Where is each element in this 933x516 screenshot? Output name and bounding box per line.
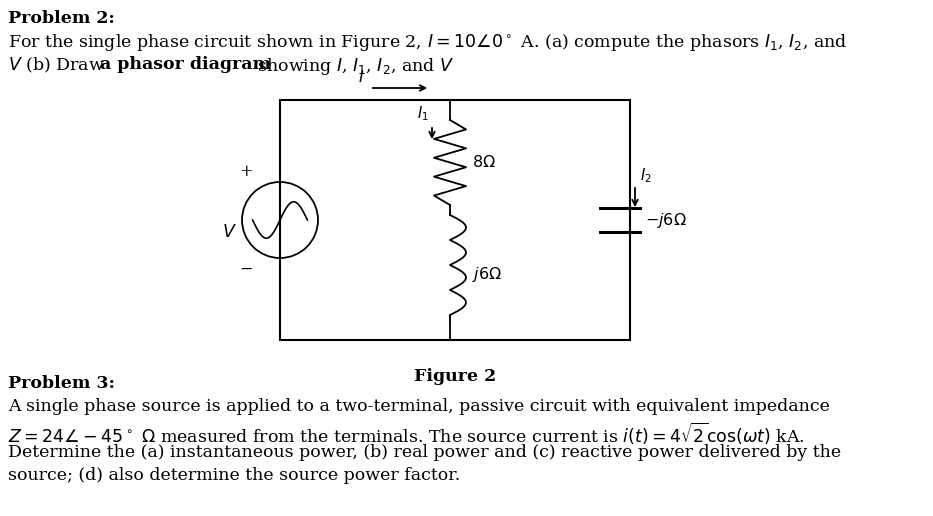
Text: Determine the (a) instantaneous power, (b) real power and (c) reactive power del: Determine the (a) instantaneous power, (…	[8, 444, 842, 461]
Text: $I$: $I$	[357, 69, 364, 86]
Text: Problem 3:: Problem 3:	[8, 375, 115, 392]
Text: Problem 2:: Problem 2:	[8, 10, 115, 27]
Text: $I_2$: $I_2$	[640, 166, 652, 185]
Text: $Z = 24\angle-45^\circ$ $\Omega$ measured from the terminals. The source current: $Z = 24\angle-45^\circ$ $\Omega$ measure…	[8, 421, 804, 447]
Text: Figure 2: Figure 2	[414, 368, 496, 385]
Text: $8\Omega$: $8\Omega$	[472, 154, 495, 171]
Text: $-$: $-$	[239, 260, 253, 277]
Text: a phasor diagram: a phasor diagram	[100, 56, 271, 73]
Text: +: +	[239, 163, 253, 180]
Text: $V$ (b) Draw: $V$ (b) Draw	[8, 56, 105, 75]
Text: showing $I$, $I_1$, $I_2$, and $V$: showing $I$, $I_1$, $I_2$, and $V$	[252, 56, 454, 77]
Text: $V$: $V$	[222, 224, 237, 241]
Bar	[280, 100, 630, 340]
Text: $I_1$: $I_1$	[417, 104, 429, 123]
Text: A single phase source is applied to a two-terminal, passive circuit with equival: A single phase source is applied to a tw…	[8, 398, 829, 415]
Text: source; (d) also determine the source power factor.: source; (d) also determine the source po…	[8, 467, 460, 484]
Text: $-j6\Omega$: $-j6\Omega$	[645, 211, 687, 230]
Text: For the single phase circuit shown in Figure 2, $I = 10\angle0^\circ$ A. (a) com: For the single phase circuit shown in Fi…	[8, 32, 847, 53]
Text: $j6\Omega$: $j6\Omega$	[472, 266, 502, 284]
